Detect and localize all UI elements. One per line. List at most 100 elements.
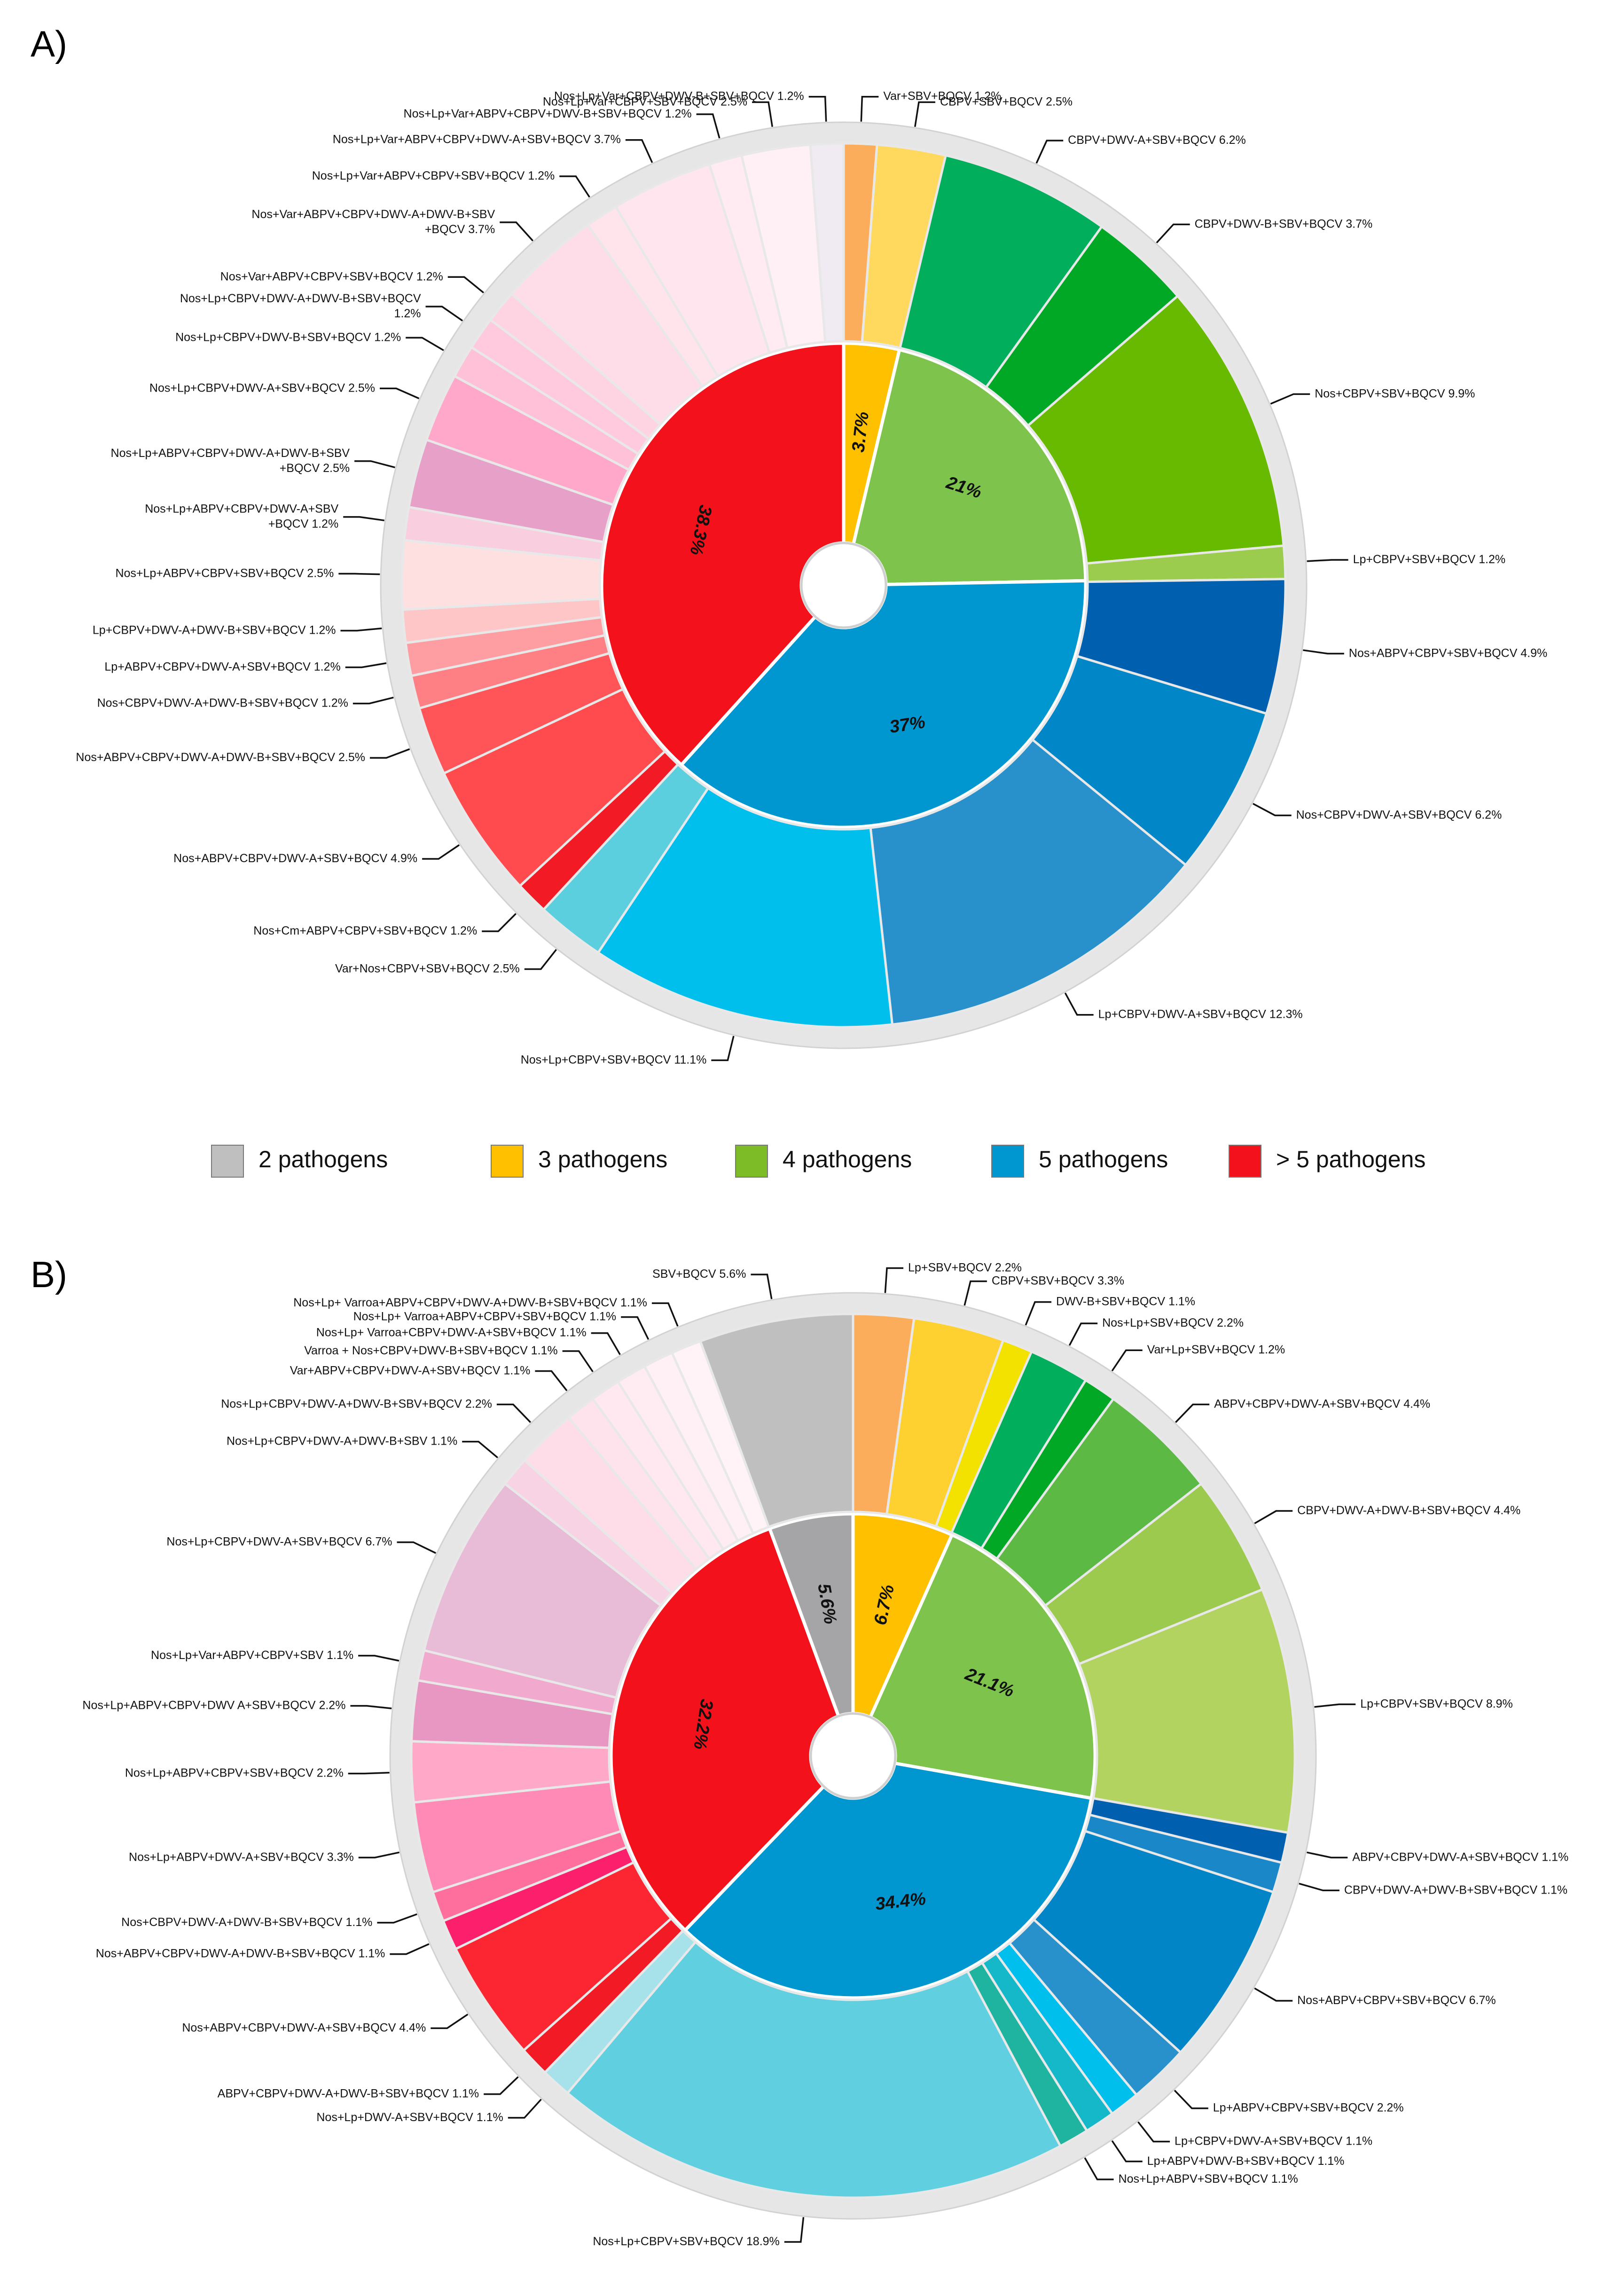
segment-label-line: Lp+CBPV+SBV+BQCV 8.9% (1360, 1697, 1513, 1710)
segment-label-3: CBPV+DWV-A+SBV+BQCV 6.2% (1068, 134, 1246, 147)
segment-label-2: CBPV+SBV+BQCV 3.3% (992, 1274, 1124, 1287)
segment-label-line: Nos+Cm+ABPV+CBPV+SBV+BQCV 1.2% (253, 924, 477, 937)
segment-label-line: CBPV+DWV-A+DWV-B+SBV+BQCV 4.4% (1297, 1504, 1520, 1517)
segment-label-line: Lp+ABPV+CBPV+DWV-A+SBV+BQCV 1.2% (104, 660, 340, 673)
segment-label-11: Var+Nos+CBPV+SBV+BQCV 2.5% (335, 962, 520, 975)
leader-line-24 (350, 1705, 392, 1709)
legend-label-5-pathogens: > 5 pathogens (1276, 1146, 1426, 1172)
segment-label-3: DWV-B+SBV+BQCV 1.1% (1056, 1295, 1195, 1308)
leader-line-7 (1254, 1510, 1293, 1525)
legend-label-4-pathogens: 4 pathogens (783, 1146, 912, 1172)
leader-line-26 (397, 1541, 436, 1554)
leader-line-5 (1111, 1349, 1143, 1372)
segment-label-line: Varroa + Nos+CBPV+DWV-B+SBV+BQCV 1.1% (304, 1344, 557, 1357)
outer-slice-10 (596, 786, 894, 1029)
segment-label-line: Lp+CBPV+DWV-A+DWV-B+SBV+BQCV 1.2% (93, 623, 336, 637)
leader-line-10 (711, 1036, 735, 1062)
segment-label-line: Nos+ABPV+CBPV+SBV+BQCV 6.7% (1297, 1994, 1496, 2007)
leader-line-27 (462, 1440, 498, 1459)
leader-line-22 (358, 1851, 400, 1859)
legend: 2 pathogens 3 pathogens 4 pathogens 5 patho… (211, 1145, 1426, 1178)
segment-label-11: Nos+ABPV+CBPV+SBV+BQCV 6.7% (1297, 1994, 1496, 2007)
segment-label-line: CBPV+DWV-A+SBV+BQCV 6.2% (1068, 134, 1246, 147)
center-hole (800, 542, 887, 629)
outer-slice-16 (565, 1940, 1062, 2199)
leader-line-1 (884, 1267, 904, 1293)
segment-label-line: Nos+Lp+CBPV+DWV-A+SBV+BQCV 2.5% (149, 381, 375, 394)
segment-label-line: Nos+Lp+ABPV+CBPV+DWV-A+DWV-B+SBV (111, 446, 350, 459)
leader-line-12 (1174, 2090, 1208, 2109)
segment-label-31: Nos+Lp+ Varroa+CBPV+DWV-A+SBV+BQCV 1.1% (316, 1326, 587, 1339)
segment-label-9: Lp+CBPV+DWV-A+SBV+BQCV 12.3% (1098, 1007, 1303, 1021)
segment-label-12: Lp+ABPV+CBPV+SBV+BQCV 2.2% (1213, 2101, 1404, 2114)
segment-label-30: Varroa + Nos+CBPV+DWV-B+SBV+BQCV 1.1% (304, 1344, 557, 1357)
segment-label-6: Lp+CBPV+SBV+BQCV 1.2% (1353, 553, 1506, 566)
leader-line-9 (1307, 1851, 1348, 1859)
segment-label-21: Nos+CBPV+DWV-A+DWV-B+SBV+BQCV 1.1% (121, 1915, 372, 1928)
segment-label-7: CBPV+DWV-A+DWV-B+SBV+BQCV 4.4% (1297, 1504, 1520, 1517)
segment-label-line: Nos+ABPV+CBPV+DWV-A+DWV-B+SBV+BQCV 2.5% (76, 751, 365, 764)
legend-swatch-5-pathogens (991, 1145, 1024, 1178)
segment-label-line: Nos+Lp+CBPV+SBV+BQCV 18.9% (593, 2235, 779, 2248)
segment-label-line: 1.2% (394, 307, 421, 320)
segment-label-29: Var+ABPV+CBPV+DWV-A+SBV+BQCV 1.1% (290, 1364, 531, 1377)
segment-label-5: Nos+CBPV+SBV+BQCV 9.9% (1315, 387, 1475, 400)
leader-line-11 (524, 949, 557, 970)
leader-line-14 (369, 748, 410, 759)
legend-swatch-4-pathogens (735, 1145, 768, 1178)
leader-line-26 (559, 175, 590, 198)
segment-label-line: Nos+Lp+ABPV+CBPV+SBV+BQCV 2.5% (115, 566, 334, 580)
segment-label-33: Nos+Lp+ Varroa+ABPV+CBPV+DWV-A+DWV-B+SBV… (293, 1296, 647, 1309)
segment-label-line: Nos+Lp+Var+ABPV+CBPV+SBV 1.1% (151, 1648, 353, 1661)
segment-label-12: Nos+Cm+ABPV+CBPV+SBV+BQCV 1.2% (253, 924, 477, 937)
segment-label-line: Lp+CBPV+SBV+BQCV 1.2% (1353, 553, 1506, 566)
leader-line-3 (1035, 140, 1064, 164)
legend-swatch-5-pathogens (1229, 1145, 1261, 1178)
segment-label-line: Nos+ABPV+CBPV+DWV-A+DWV-B+SBV+BQCV 1.1% (96, 1947, 385, 1960)
segment-label-line: Nos+Lp+CBPV+DWV-A+DWV-B+SBV+BQCV (180, 292, 421, 305)
segment-label-24: Nos+Lp+ABPV+CBPV+DWV A+SBV+BQCV 2.2% (82, 1698, 345, 1712)
segment-label-line: Nos+Lp+ABPV+CBPV+DWV-A+SBV (145, 502, 338, 515)
segment-label-line: Lp+ABPV+CBPV+SBV+BQCV 2.2% (1213, 2101, 1404, 2114)
segment-label-27: Nos+Lp+Var+ABPV+CBPV+DWV-A+SBV+BQCV 3.7% (333, 133, 621, 146)
segment-label-line: Nos+Lp+ Varroa+ABPV+CBPV+SBV+BQCV 1.1% (353, 1310, 617, 1323)
segment-label-15: Nos+Lp+ABPV+SBV+BQCV 1.1% (1119, 2172, 1298, 2186)
segment-label-5: Var+Lp+SBV+BQCV 1.2% (1147, 1343, 1285, 1356)
segment-label-line: ABPV+CBPV+DWV-A+SBV+BQCV 1.1% (1352, 1850, 1568, 1864)
segment-label-25: Nos+Lp+Var+ABPV+CBPV+SBV 1.1% (151, 1648, 353, 1661)
segment-label-16: Lp+ABPV+CBPV+DWV-A+SBV+BQCV 1.2% (104, 660, 340, 673)
leader-line-9 (1064, 992, 1094, 1016)
segment-label-8: Lp+CBPV+SBV+BQCV 8.9% (1360, 1697, 1513, 1710)
leader-line-15 (353, 696, 394, 705)
leader-line-32 (621, 1316, 650, 1340)
segment-label-line: CBPV+SBV+BQCV 2.5% (940, 95, 1073, 108)
legend-swatch-2-pathogens (211, 1145, 244, 1178)
segment-label-line: Lp+CBPV+DWV-A+SBV+BQCV 1.1% (1175, 2134, 1372, 2147)
panel-b-label: B) (31, 1254, 67, 1295)
leader-line-22 (406, 337, 444, 351)
segment-label-28: Nos+Lp+Var+ABPV+CBPV+DWV-B+SBV+BQCV 1.2% (404, 107, 692, 120)
leader-line-15 (1084, 2157, 1114, 2180)
leader-line-19 (343, 516, 384, 521)
leader-line-2 (914, 101, 935, 127)
leader-line-19 (431, 2013, 469, 2029)
segment-label-line: Nos+Lp+Var+CBPV+DWV-B+SBV+BQCV 1.2% (554, 89, 804, 102)
segment-label-26: Nos+Lp+CBPV+DWV-A+SBV+BQCV 6.7% (166, 1535, 392, 1548)
segment-label-18: ABPV+CBPV+DWV-A+DWV-B+SBV+BQCV 1.1% (218, 2087, 479, 2100)
segment-label-line: Nos+Var+ABPV+CBPV+SBV+BQCV 1.2% (220, 270, 443, 283)
leader-line-25 (500, 221, 534, 242)
segment-label-line: Nos+Lp+ABPV+SBV+BQCV 1.1% (1119, 2172, 1298, 2186)
leader-line-10 (1299, 1883, 1340, 1892)
leader-line-6 (1307, 559, 1348, 562)
chart-rim (381, 122, 1307, 1048)
segment-label-21: Nos+Lp+CBPV+DWV-A+SBV+BQCV 2.5% (149, 381, 375, 394)
segment-label-line: Lp+ABPV+DWV-B+SBV+BQCV 1.1% (1147, 2154, 1345, 2167)
outer-slice-34 (698, 1313, 854, 1529)
segment-label-10: CBPV+DWV-A+DWV-B+SBV+BQCV 1.1% (1344, 1883, 1567, 1896)
outer-slice-30 (809, 142, 845, 344)
segment-label-27: Nos+Lp+CBPV+DWV-A+DWV-B+SBV 1.1% (227, 1434, 457, 1447)
segment-label-line: Nos+CBPV+DWV-A+DWV-B+SBV+BQCV 1.2% (97, 696, 348, 709)
segment-label-line: Nos+ABPV+CBPV+DWV-A+SBV+BQCV 4.9% (173, 852, 417, 865)
